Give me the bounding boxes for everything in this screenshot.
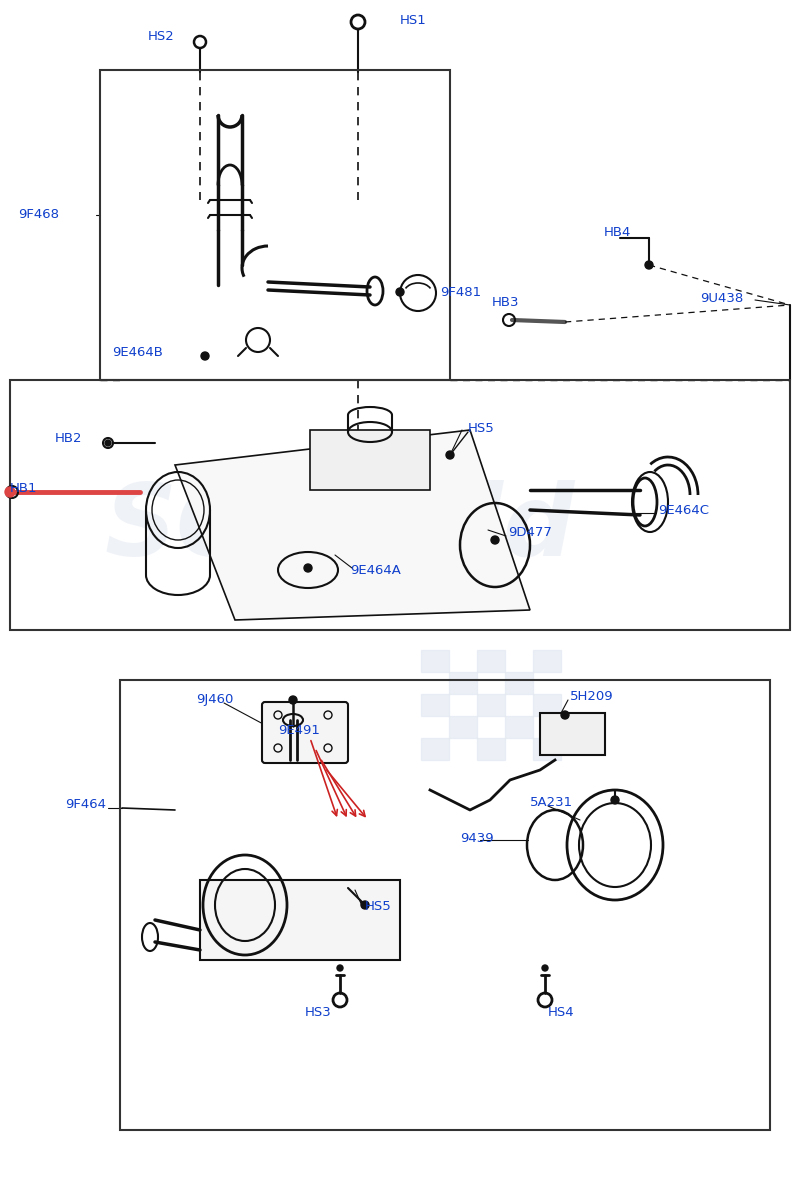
Text: 9E491: 9E491 — [278, 724, 320, 737]
Text: 9E464C: 9E464C — [658, 504, 709, 516]
Text: HS3: HS3 — [305, 1006, 332, 1019]
Text: 9E464A: 9E464A — [350, 564, 401, 576]
Bar — [477, 694, 505, 716]
Bar — [449, 672, 477, 694]
Circle shape — [491, 536, 499, 544]
Text: 9F464: 9F464 — [65, 798, 106, 811]
Text: 9U438: 9U438 — [700, 292, 743, 305]
Text: HS1: HS1 — [400, 13, 427, 26]
Text: SGworld: SGworld — [104, 480, 575, 576]
Bar — [540, 713, 605, 755]
Bar — [100, 70, 450, 380]
Text: HB1: HB1 — [10, 481, 37, 494]
Text: 9J460: 9J460 — [196, 694, 233, 707]
Bar — [505, 672, 532, 694]
Bar — [449, 716, 477, 738]
Bar — [421, 650, 449, 672]
Circle shape — [542, 965, 548, 971]
Circle shape — [337, 965, 343, 971]
Text: HS5: HS5 — [468, 421, 495, 434]
Bar — [505, 716, 532, 738]
Text: HS2: HS2 — [148, 30, 175, 43]
Text: HB3: HB3 — [492, 295, 519, 308]
Bar — [120, 680, 770, 1130]
Bar — [421, 694, 449, 716]
Circle shape — [5, 487, 15, 497]
Bar — [200, 880, 400, 960]
Polygon shape — [310, 430, 430, 490]
Polygon shape — [175, 430, 530, 620]
Text: 5A231: 5A231 — [530, 797, 573, 810]
Bar — [532, 694, 561, 716]
Bar — [532, 738, 561, 760]
Circle shape — [396, 288, 404, 296]
Circle shape — [561, 710, 569, 719]
Circle shape — [201, 352, 209, 360]
Text: HS5: HS5 — [365, 900, 392, 913]
Bar — [532, 650, 561, 672]
Bar — [10, 380, 790, 630]
Circle shape — [611, 796, 619, 804]
Bar — [421, 738, 449, 760]
Circle shape — [105, 440, 111, 446]
Circle shape — [645, 260, 653, 269]
Bar — [477, 738, 505, 760]
Text: 9E464B: 9E464B — [112, 346, 163, 359]
Circle shape — [446, 451, 454, 458]
Text: 9439: 9439 — [460, 832, 493, 845]
Text: HB4: HB4 — [604, 226, 631, 239]
Text: 9F468: 9F468 — [18, 209, 59, 222]
Circle shape — [361, 901, 369, 910]
Circle shape — [304, 564, 312, 572]
FancyBboxPatch shape — [262, 702, 348, 763]
Bar — [477, 650, 505, 672]
Text: 9F481: 9F481 — [440, 287, 481, 300]
Text: 5H209: 5H209 — [570, 690, 613, 703]
Text: HS4: HS4 — [548, 1006, 574, 1019]
Text: 9D477: 9D477 — [508, 527, 552, 540]
Circle shape — [289, 696, 297, 704]
Text: HB2: HB2 — [55, 432, 83, 444]
Text: carparts.eu: carparts.eu — [252, 586, 427, 614]
